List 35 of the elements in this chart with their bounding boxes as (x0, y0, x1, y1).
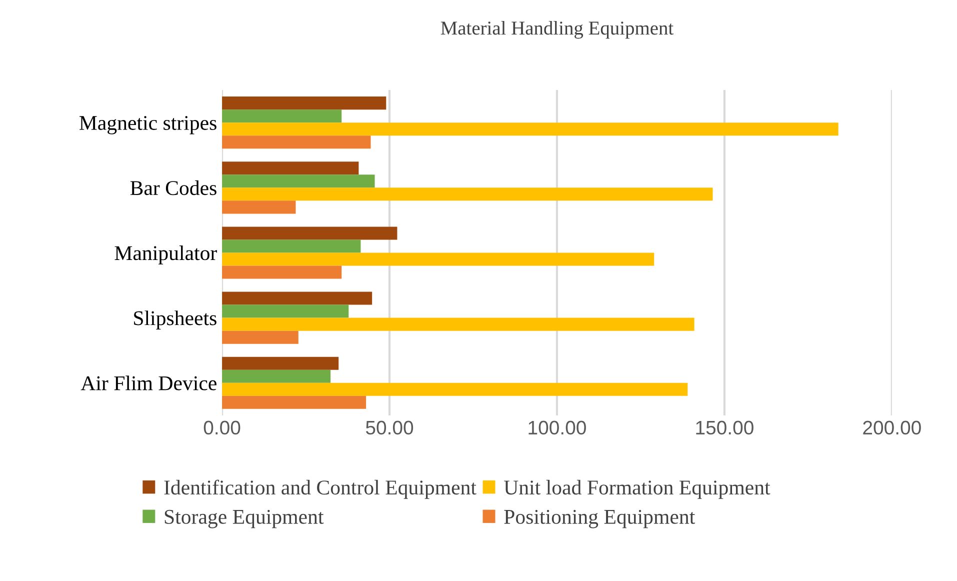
bar (222, 382, 688, 396)
y-tick-label: Air Flim Device (80, 376, 216, 390)
y-tick-label: Manipulator (114, 246, 217, 264)
bar (222, 162, 359, 175)
legend-label: Positioning Equipment (504, 510, 696, 528)
bar (222, 304, 349, 318)
bar (222, 330, 298, 344)
bar (222, 252, 654, 266)
bar (222, 356, 339, 370)
bar (222, 122, 838, 136)
bar (222, 396, 366, 409)
y-tick-label: Slipsheets (134, 310, 216, 330)
x-tick-label: 0.00 (204, 420, 240, 435)
y-tick-label: Bar Codes (130, 180, 216, 196)
x-tick-label: 200.00 (863, 420, 921, 435)
x-tick-label: 150.00 (696, 420, 754, 435)
bar (222, 200, 296, 214)
bar (222, 318, 694, 331)
bar (222, 110, 342, 123)
bar (222, 292, 372, 305)
bar (222, 266, 342, 279)
x-tick-label: 50.00 (366, 420, 414, 435)
bar (222, 188, 713, 201)
bar (222, 174, 375, 188)
legend-label: Identification and Control Equipment (164, 480, 476, 499)
bar (222, 240, 361, 253)
legend-label: Storage Equipment (164, 510, 324, 528)
legend-label: Unit load Formation Equipment (504, 480, 770, 499)
bar (222, 226, 398, 240)
bar (222, 96, 386, 110)
chart-title: Material Handling Equipment (440, 21, 674, 39)
y-tick-label: Magnetic stripes (79, 116, 216, 134)
bar (222, 370, 331, 383)
bar (222, 136, 371, 149)
x-tick-label: 100.00 (528, 420, 586, 435)
